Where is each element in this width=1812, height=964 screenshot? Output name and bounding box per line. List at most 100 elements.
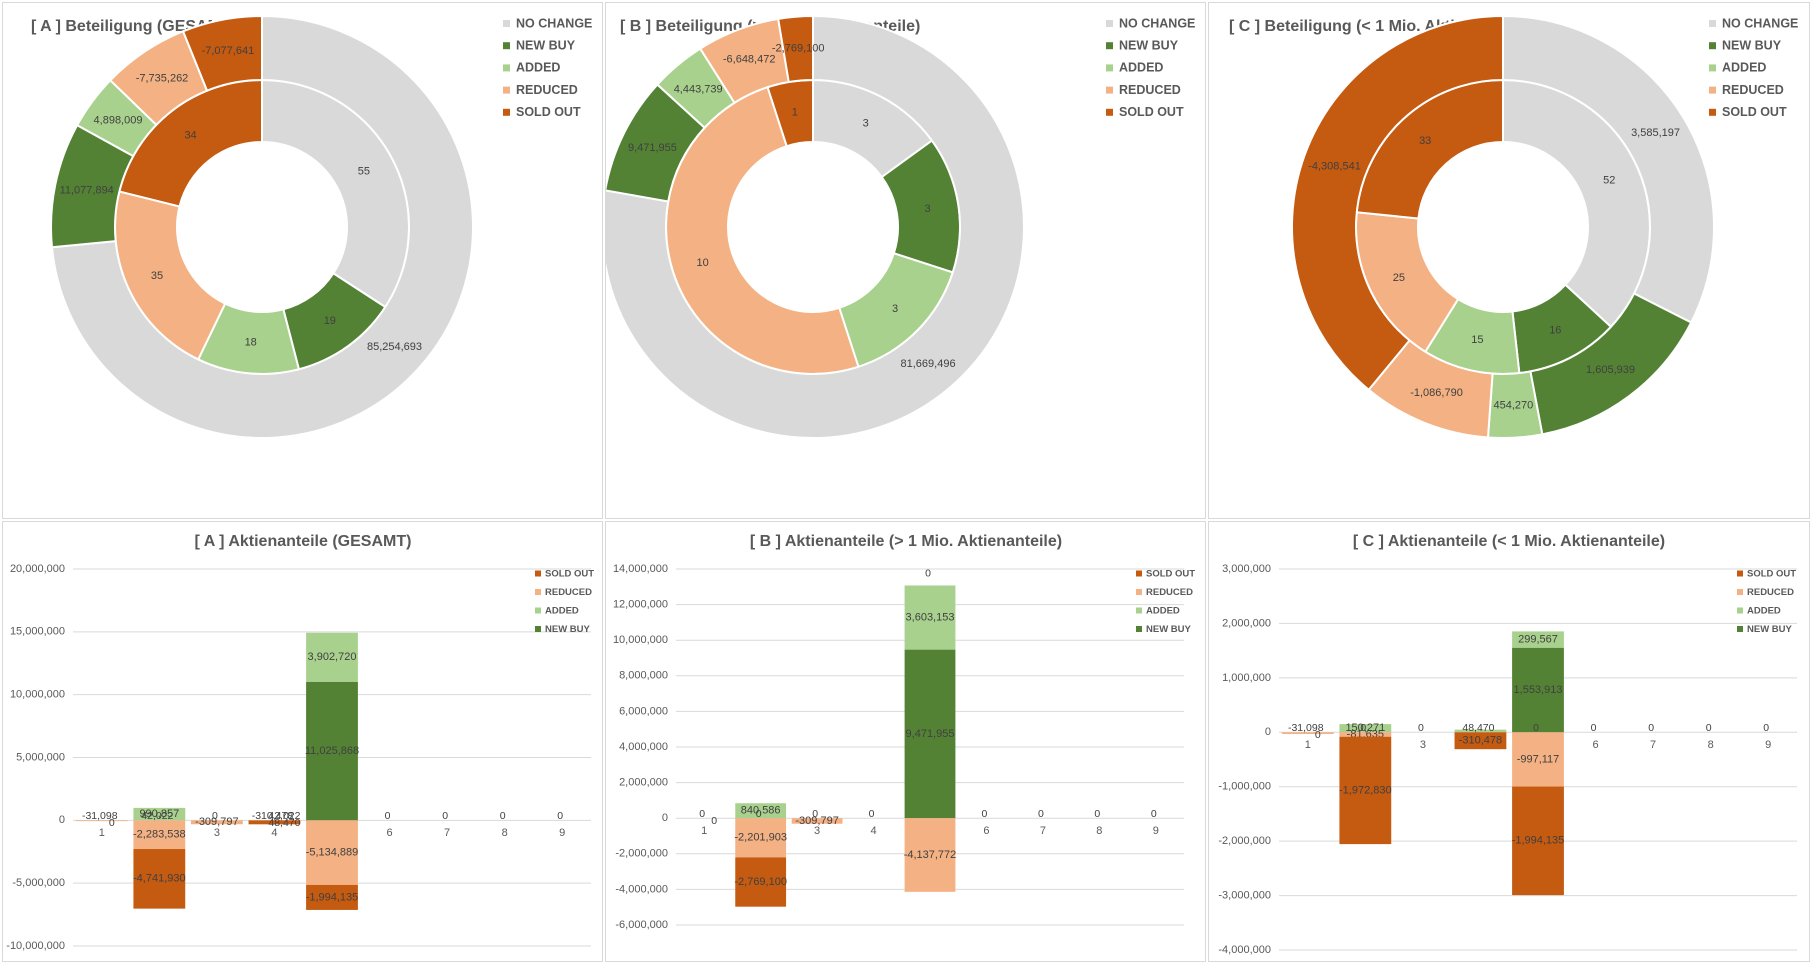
- legend-swatch-reduced: [1136, 589, 1142, 595]
- y-tick-label: 6,000,000: [619, 705, 668, 717]
- x-tick-label: 9: [1765, 739, 1771, 751]
- y-tick-label: -6,000,000: [615, 919, 668, 931]
- data-label-outer-no-change: 81,669,496: [901, 358, 956, 370]
- legend-swatch-new-buy: [503, 42, 510, 49]
- data-label-inner-new-buy: 3: [925, 203, 931, 215]
- legend-label-sold-out: SOLD OUT: [1722, 105, 1787, 119]
- legend-label-new-buy: NEW BUY: [1722, 38, 1782, 52]
- legend-label-sold-out: SOLD OUT: [1119, 105, 1184, 119]
- x-tick-label: 9: [559, 827, 565, 839]
- legend-label-added: ADDED: [1119, 61, 1163, 75]
- legend-swatch-reduced: [1106, 87, 1113, 94]
- y-tick-label: 8,000,000: [619, 670, 668, 682]
- x-tick-label: 8: [1708, 739, 1714, 751]
- y-tick-label: 4,000,000: [619, 741, 668, 753]
- y-tick-label: -3,000,000: [1218, 889, 1271, 901]
- y-tick-label: 5,000,000: [16, 751, 65, 763]
- annotation-label: 42,022: [268, 810, 300, 822]
- data-label-outer-no-change: 85,254,693: [367, 341, 422, 353]
- legend-label-new-buy: NEW BUY: [1146, 624, 1192, 635]
- donut-b-svg: [ B ] Beteiligung (> 1 Mio. Aktienanteil…: [606, 3, 1205, 518]
- annotation-label: 0: [699, 808, 705, 820]
- annotation-label: 0: [1315, 729, 1321, 741]
- dashboard-grid: [ A ] Beteiligung (GESAMT) 55 19 18 35 34 85,2…: [0, 0, 1812, 964]
- data-label-outer-sold-out: -7,077,641: [202, 45, 255, 57]
- x-tick-label: 1: [1305, 739, 1311, 751]
- legend-swatch-added: [535, 608, 541, 614]
- legend-swatch-added: [1737, 608, 1743, 614]
- y-tick-label: 3,000,000: [1222, 563, 1271, 575]
- x-tick-label: 6: [983, 825, 989, 837]
- data-label-inner-no-change: 55: [358, 166, 370, 178]
- legend-label-added: ADDED: [516, 61, 560, 75]
- x-tick-label: 7: [1040, 825, 1046, 837]
- data-label-outer-sold-out: -4,308,541: [1308, 160, 1361, 172]
- data-label-reduced: -2,283,538: [133, 829, 186, 841]
- legend-swatch-added: [1136, 608, 1142, 614]
- legend-swatch-sold-out: [1709, 109, 1716, 116]
- annotation-label: 0: [1591, 722, 1597, 734]
- donut-a-svg: [ A ] Beteiligung (GESAMT)551918353485,2…: [3, 3, 602, 518]
- annotation-label: 0: [385, 810, 391, 822]
- legend-label-no-change: NO CHANGE: [516, 16, 592, 30]
- annotation-label: 48,470: [1462, 722, 1494, 734]
- data-label-sold-out: -2,769,100: [734, 876, 787, 888]
- chart-title: [ C ] Aktienanteile (< 1 Mio. Aktienante…: [1353, 533, 1665, 550]
- legend-swatch-sold-out: [535, 571, 541, 577]
- data-label-outer-added: 4,443,739: [674, 84, 723, 96]
- data-label-sold-out: -310,478: [1459, 735, 1502, 747]
- legend-swatch-added: [1106, 64, 1113, 71]
- data-label-added: 3,902,720: [308, 651, 357, 663]
- data-label-new-buy: 9,471,955: [906, 728, 955, 740]
- data-label-inner-added: 18: [245, 336, 257, 348]
- legend-label-sold-out: SOLD OUT: [1146, 569, 1195, 580]
- annotation-label: 0: [1763, 722, 1769, 734]
- legend-label-reduced: REDUCED: [1747, 587, 1794, 598]
- data-label-inner-sold-out: 1: [792, 106, 798, 118]
- y-tick-label: 0: [59, 814, 65, 826]
- y-tick-label: 10,000,000: [10, 689, 65, 701]
- data-label-outer-reduced: -6,648,472: [723, 54, 776, 66]
- legend-swatch-new-buy: [1136, 626, 1142, 632]
- annotation-label: 0: [442, 810, 448, 822]
- annotation-label: 0: [500, 810, 506, 822]
- y-tick-label: 20,000,000: [10, 563, 65, 575]
- data-label-reduced: -2,201,903: [734, 832, 787, 844]
- bar-b-svg: [ B ] Aktienanteile (> 1 Mio. Aktienante…: [606, 522, 1205, 961]
- y-tick-label: 15,000,000: [10, 626, 65, 638]
- annotation-label: 0: [212, 810, 218, 822]
- data-label-new-buy: 11,025,868: [305, 745, 359, 757]
- data-label-outer-reduced: -7,735,262: [136, 72, 189, 84]
- annotation-label: 0: [1418, 722, 1424, 734]
- y-tick-label: -5,000,000: [12, 877, 65, 889]
- legend-swatch-reduced: [503, 87, 510, 94]
- annotation-label: 0: [756, 808, 762, 820]
- annotation-label: 0: [812, 808, 818, 820]
- data-label-outer-new-buy: 1,605,939: [1586, 364, 1635, 376]
- data-label-reduced: -4,137,772: [904, 849, 957, 861]
- legend-label-new-buy: NEW BUY: [1119, 38, 1179, 52]
- y-tick-label: -4,000,000: [615, 883, 668, 895]
- annotation-label: 0: [109, 817, 115, 829]
- legend-label-reduced: REDUCED: [516, 83, 578, 97]
- legend-label-added: ADDED: [1747, 606, 1781, 617]
- panel-donut-b: [ B ] Beteiligung (> 1 Mio. Aktienanteil…: [605, 2, 1206, 519]
- legend-swatch-added: [503, 64, 510, 71]
- x-tick-label: 9: [1153, 825, 1159, 837]
- data-label-reduced: -997,117: [1517, 753, 1560, 765]
- legend-label-new-buy: NEW BUY: [516, 38, 576, 52]
- legend-swatch-reduced: [1709, 87, 1716, 94]
- legend-label-new-buy: NEW BUY: [545, 624, 591, 635]
- y-tick-label: 2,000,000: [1222, 617, 1271, 629]
- y-tick-label: -2,000,000: [615, 848, 668, 860]
- x-tick-label: 8: [502, 827, 508, 839]
- legend-label-reduced: REDUCED: [1146, 587, 1193, 598]
- legend-label-sold-out: SOLD OUT: [516, 105, 581, 119]
- legend-swatch-sold-out: [1737, 571, 1743, 577]
- annotation-label: 0: [1094, 808, 1100, 820]
- data-label-outer-new-buy: 11,077,894: [60, 185, 114, 197]
- legend-label-reduced: REDUCED: [1119, 83, 1181, 97]
- annotation-label: 0: [1533, 722, 1539, 734]
- y-tick-label: 12,000,000: [613, 599, 668, 611]
- annotation-label: 0: [1360, 722, 1366, 734]
